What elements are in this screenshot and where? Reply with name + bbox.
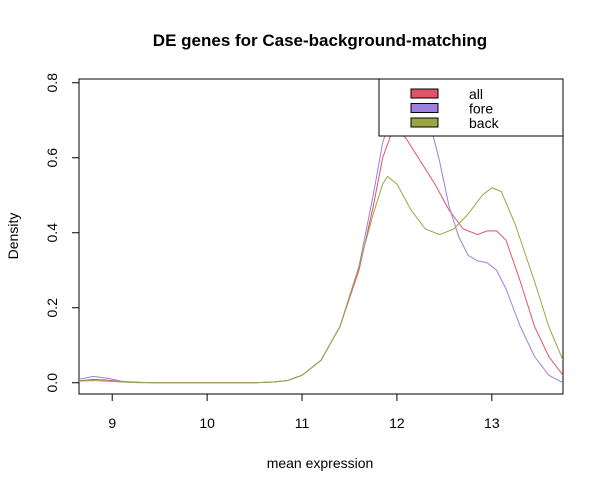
legend-box: [378, 78, 564, 137]
x-tick-label: 13: [484, 415, 500, 431]
legend-label-back: back: [469, 115, 500, 131]
y-tick-label: 0.4: [44, 223, 60, 243]
x-axis-label: mean expression: [267, 455, 374, 471]
legend-label-fore: fore: [469, 101, 493, 117]
y-axis-label: Density: [5, 213, 21, 260]
y-tick-label: 0.2: [44, 298, 60, 318]
legend-swatch-back: [410, 117, 439, 128]
plot-area: [79, 100, 563, 384]
series-line-all: [79, 127, 563, 384]
series-line-fore: [79, 100, 563, 384]
chart-title: DE genes for Case-background-matching: [153, 31, 487, 50]
legend-label-all: all: [469, 86, 483, 102]
x-axis: 9 10 11 12 13: [108, 394, 500, 431]
y-axis: 0.0 0.2 0.4 0.6 0.8: [44, 73, 79, 393]
legend-swatch-fore: [410, 103, 439, 113]
y-tick-label: 0.6: [44, 148, 60, 168]
legend-swatch-all: [410, 88, 439, 99]
x-tick-label: 11: [295, 415, 310, 431]
y-tick-label: 0.8: [44, 73, 60, 93]
x-tick-label: 10: [199, 415, 215, 431]
x-tick-label: 12: [389, 415, 405, 431]
x-tick-label: 9: [108, 415, 116, 431]
plot-frame: [78, 78, 564, 395]
y-tick-label: 0.0: [44, 373, 60, 393]
series-line-back: [79, 175, 563, 384]
